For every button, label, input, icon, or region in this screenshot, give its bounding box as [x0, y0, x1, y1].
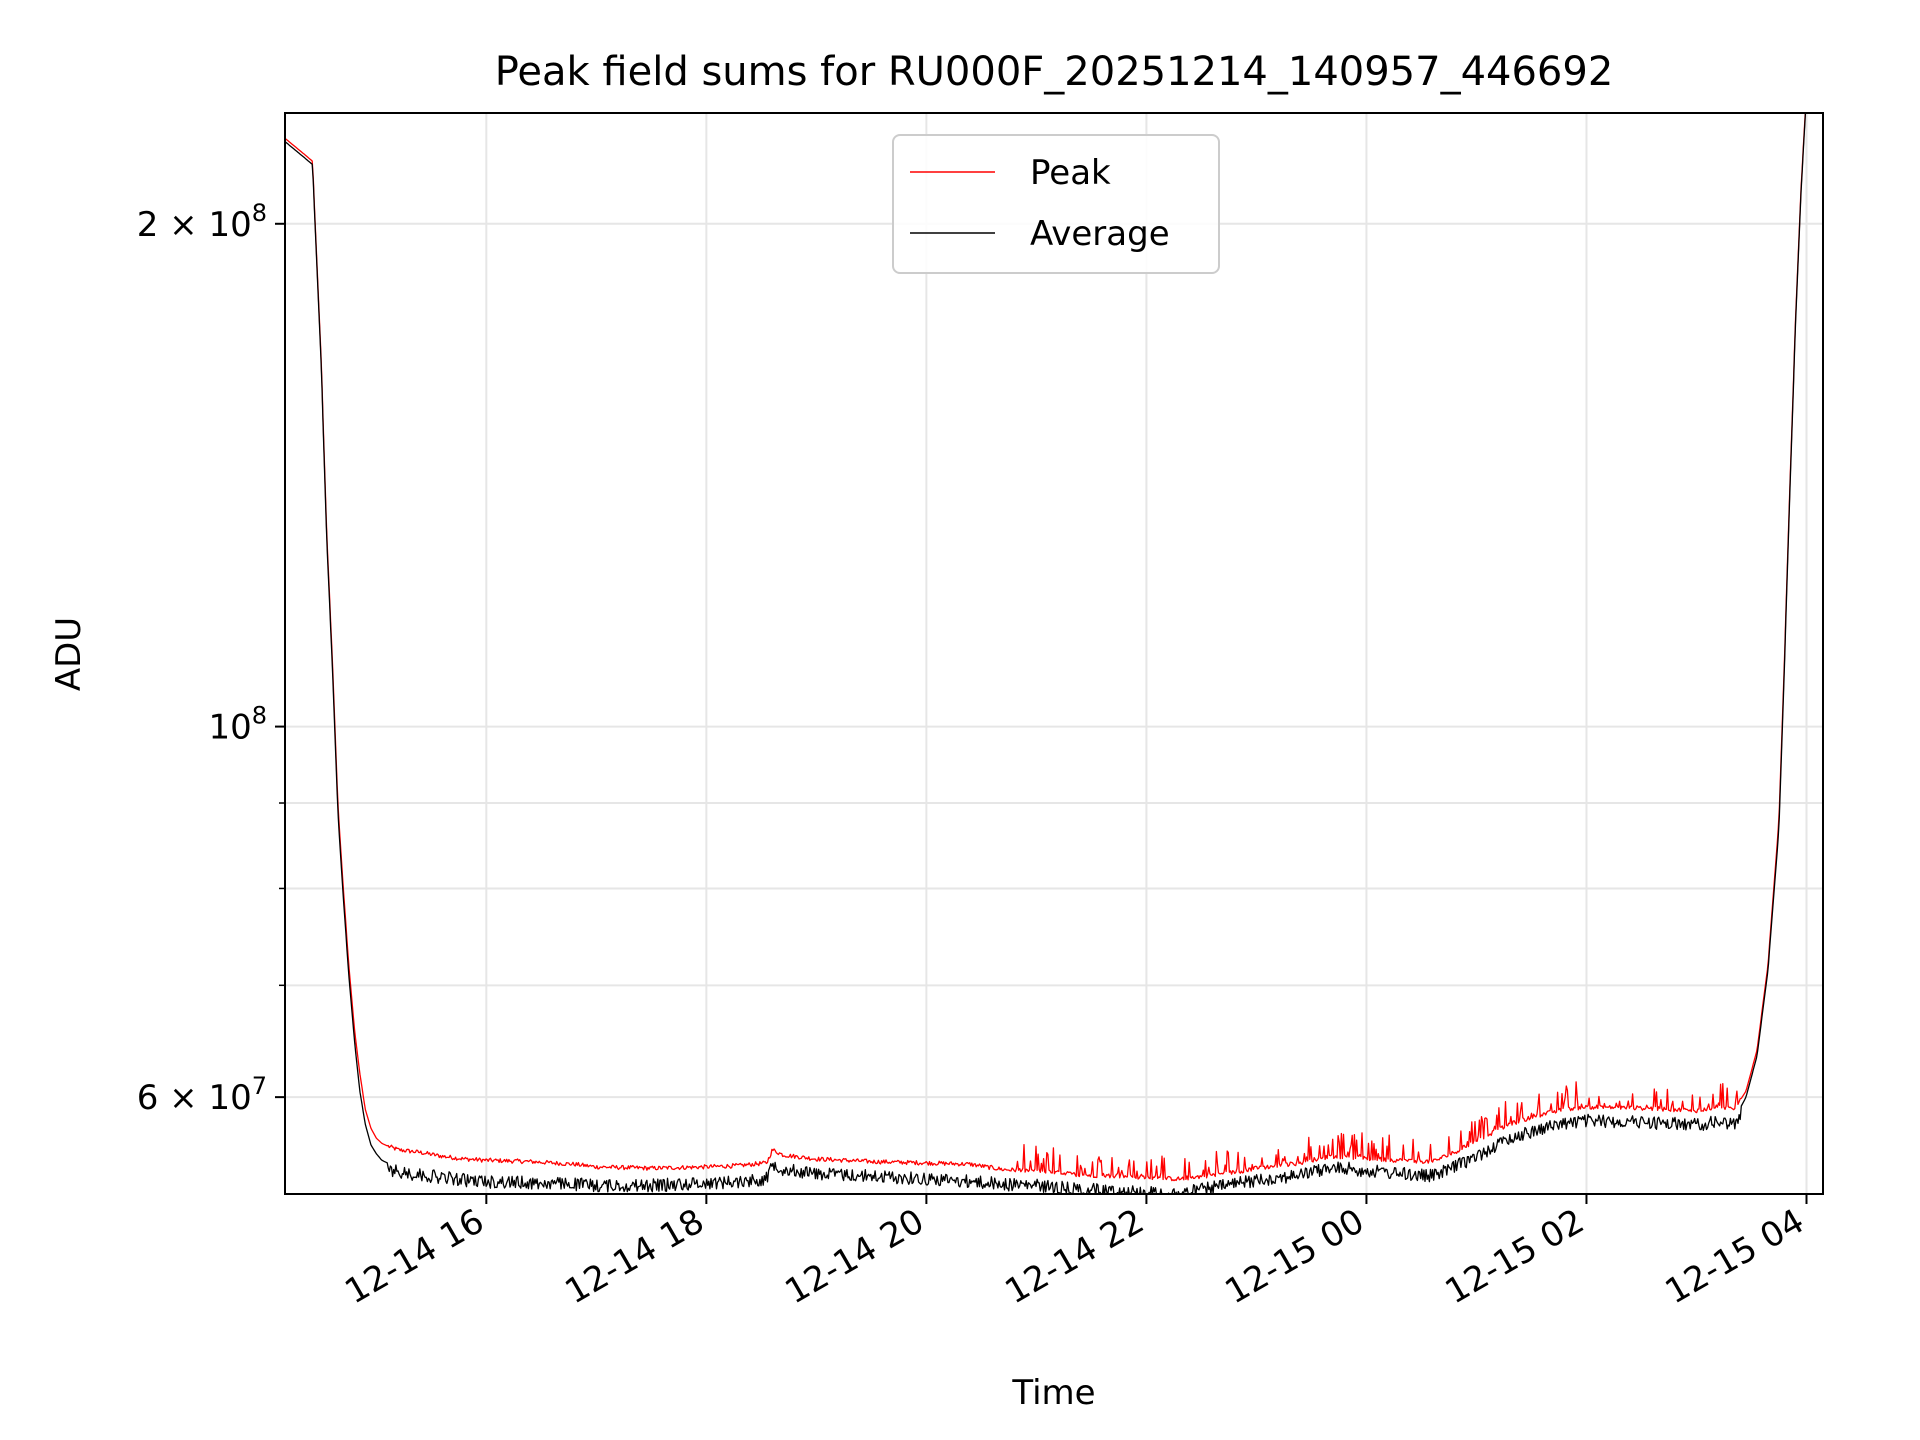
y-axis-label: ADU — [49, 617, 89, 691]
series-layer — [285, 113, 1807, 1194]
y-tick-label: 2 × 108 — [137, 199, 267, 245]
chart-title: Peak field sums for RU000F_20251214_1409… — [495, 49, 1614, 95]
y-tick-label: 6 × 107 — [137, 1072, 267, 1118]
legend: Peak Average — [892, 134, 1220, 274]
x-axis-label: Time — [1011, 1373, 1095, 1413]
plot-frame — [284, 112, 1824, 1195]
y-axis-ticks: 6 × 107 108 2 × 108 — [137, 199, 285, 1118]
series-line-average — [285, 113, 1807, 1194]
legend-label-peak: Peak — [1030, 153, 1111, 193]
plot-area — [285, 113, 1823, 1194]
legend-label-average: Average — [1030, 214, 1170, 254]
series-line-peak — [285, 113, 1806, 1182]
y-tick-label: 108 — [208, 702, 267, 748]
legend-box — [892, 134, 1220, 274]
